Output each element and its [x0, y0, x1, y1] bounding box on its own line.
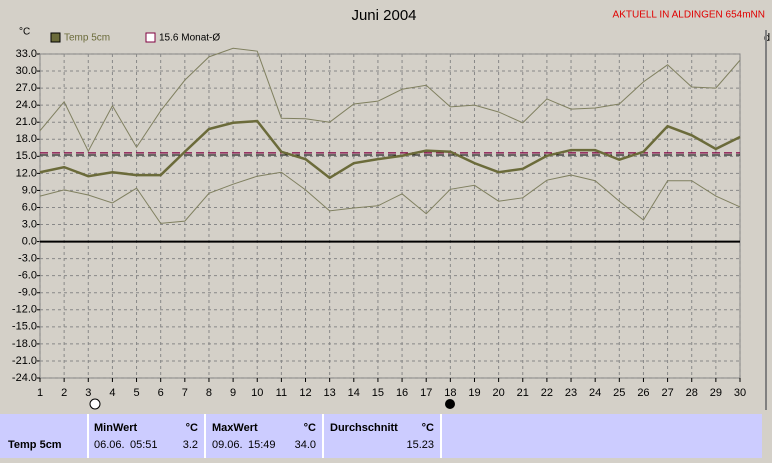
- stats-table: Temp 5cm MinWert °C 06.06. 05:51 3.2 Max…: [0, 414, 762, 458]
- series-line: [39, 47, 741, 153]
- x-tick-label: 1: [37, 387, 43, 399]
- min-date: 06.06.: [94, 439, 125, 451]
- x-tick-label: 8: [206, 387, 212, 399]
- y-tick-label: 27.0: [16, 82, 37, 94]
- y-tick-label: 3.0: [22, 218, 37, 230]
- y-tick-label: 21.0: [16, 116, 37, 128]
- max-time: 15:49: [248, 439, 276, 451]
- x-tick-label: 17: [420, 387, 432, 399]
- y-tick-label: -9.0: [18, 287, 37, 299]
- y-tick-label: -15.0: [12, 321, 37, 333]
- x-tick-label: 20: [492, 387, 504, 399]
- x-tick-label: 3: [85, 387, 91, 399]
- x-tick-label: 28: [686, 387, 698, 399]
- y-tick-label: 30.0: [16, 65, 37, 77]
- avg-unit: °C: [422, 422, 434, 434]
- chart-subtitle: AKTUELL IN ALDINGEN 654mNN: [613, 10, 765, 21]
- x-tick-label: 7: [182, 387, 188, 399]
- y-tick-label: -12.0: [12, 304, 37, 316]
- x-tick-label: 10: [251, 387, 263, 399]
- x-tick-label: 22: [541, 387, 553, 399]
- x-tick-label: 2: [61, 387, 67, 399]
- row-label: Temp 5cm: [8, 439, 62, 451]
- x-tick-label: 4: [109, 387, 115, 399]
- table-bg: [0, 414, 762, 458]
- x-tick-label: 11: [276, 387, 287, 399]
- y-tick-label: 9.0: [22, 184, 37, 196]
- x-tick-label: 21: [517, 387, 529, 399]
- x-tick-label: 6: [158, 387, 164, 399]
- x-tick-label: 9: [230, 387, 236, 399]
- y-tick-label: 24.0: [16, 99, 37, 111]
- y-tick-label: -24.0: [12, 372, 37, 384]
- chart-title: Juni 2004: [351, 7, 416, 24]
- legend-label: 15.6 Monat-Ø: [159, 33, 220, 44]
- x-tick-label: 5: [133, 387, 139, 399]
- x-tick-label: 16: [396, 387, 408, 399]
- max-unit: °C: [304, 422, 316, 434]
- x-tick-label: 15: [372, 387, 384, 399]
- x-tick-label: 29: [710, 387, 722, 399]
- y-tick-label: 6.0: [22, 201, 37, 213]
- y-tick-label: 0.0: [22, 235, 37, 247]
- moon-full: [89, 398, 101, 410]
- avg-value: 15.23: [406, 439, 434, 451]
- y-tick-label: 18.0: [16, 133, 37, 145]
- legend-swatch: [50, 32, 61, 43]
- y-tick-label: -3.0: [18, 253, 37, 265]
- x-tick-label: 18: [444, 387, 456, 399]
- x-tick-label: 12: [299, 387, 311, 399]
- x-tick-label: 27: [661, 387, 673, 399]
- min-time: 05:51: [130, 439, 158, 451]
- x-tick-label: 23: [565, 387, 577, 399]
- y-tick-label: -6.0: [18, 270, 37, 282]
- corner-label: d: [764, 32, 770, 44]
- moon-new: [445, 399, 455, 409]
- y-tick-label: 15.0: [16, 150, 37, 162]
- y-axis-label: °C: [19, 27, 30, 38]
- x-tick-label: 19: [468, 387, 480, 399]
- max-date: 09.06.: [212, 439, 243, 451]
- max-value: 34.0: [295, 439, 316, 451]
- min-title: MinWert: [94, 422, 138, 434]
- y-tick-label: -18.0: [12, 338, 37, 350]
- x-tick-label: 25: [613, 387, 625, 399]
- x-tick-label: 24: [589, 387, 601, 399]
- max-title: MaxWert: [212, 422, 258, 434]
- avg-title: Durchschnitt: [330, 422, 398, 434]
- y-tick-label: 12.0: [16, 167, 37, 179]
- series-line: [39, 171, 741, 224]
- x-tick-label: 30: [734, 387, 746, 399]
- x-tick-label: 14: [348, 387, 360, 399]
- min-unit: °C: [186, 422, 198, 434]
- series-line: [39, 119, 741, 180]
- min-value: 3.2: [183, 439, 198, 451]
- x-tick-label: 13: [324, 387, 336, 399]
- x-tick-label: 26: [637, 387, 649, 399]
- legend-swatch: [145, 32, 156, 43]
- plot-frame: [39, 53, 741, 379]
- y-tick-label: -21.0: [12, 355, 37, 367]
- legend-label: Temp 5cm: [64, 33, 110, 44]
- y-tick-label: 33.0: [16, 48, 37, 60]
